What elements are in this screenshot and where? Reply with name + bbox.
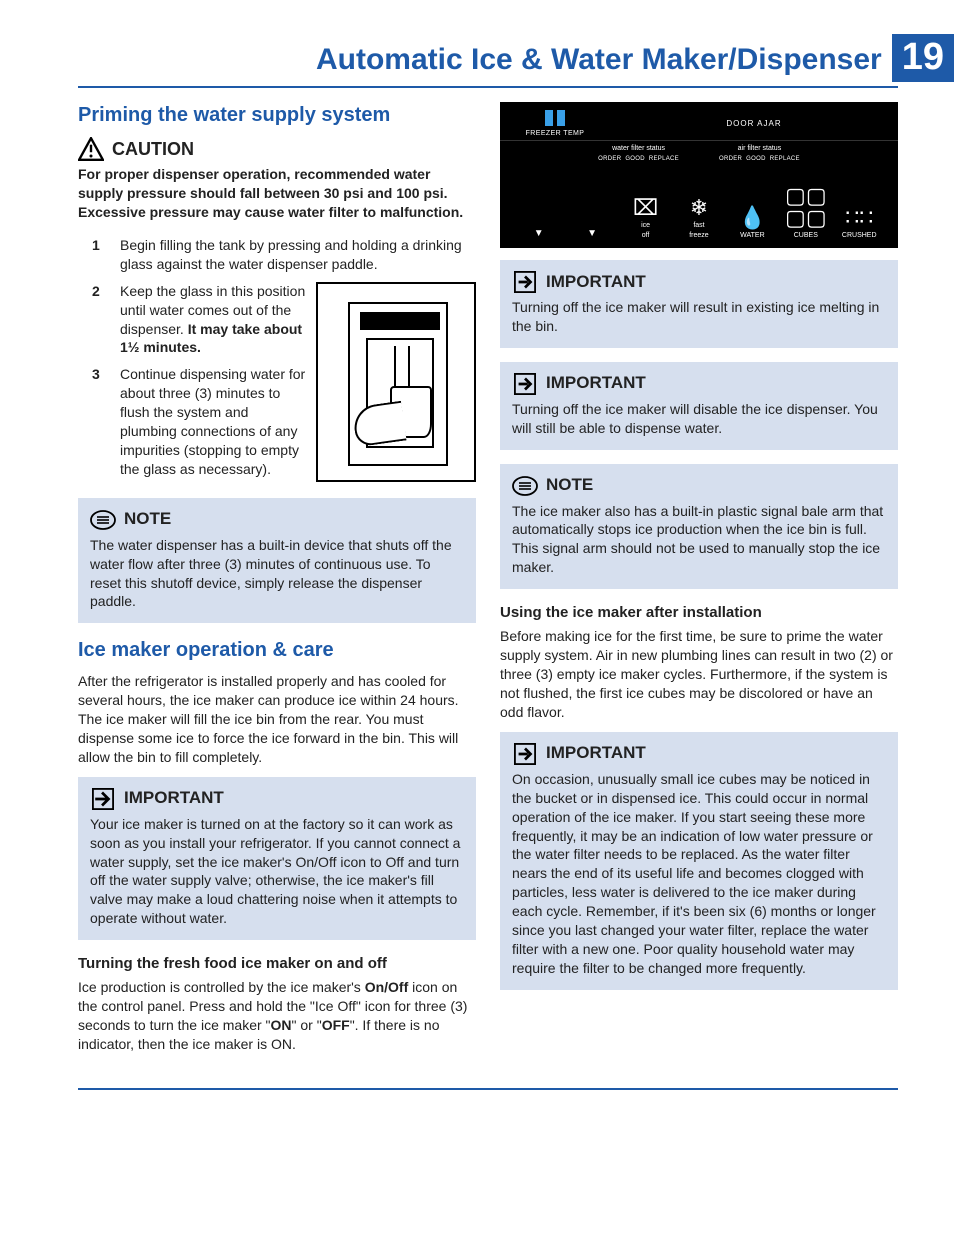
t: off <box>619 231 672 240</box>
arrow-right-icon <box>512 742 538 766</box>
cp-freezer: FREEZER TEMP <box>500 110 610 140</box>
t: ice <box>619 221 672 230</box>
note-icon <box>90 508 116 532</box>
t: CRUSHED <box>833 231 886 240</box>
subheading-using: Using the ice maker after installation <box>500 603 898 623</box>
priming-steps: 1Begin filling the tank by pressing and … <box>78 236 476 479</box>
arrow-right-icon <box>512 372 538 396</box>
page-header: Automatic Ice & Water Maker/Dispenser 19 <box>78 40 898 88</box>
t: freeze <box>672 231 725 240</box>
cp-cubes-icon: ▢▢▢▢CUBES <box>779 185 832 240</box>
cp-fast-freeze-icon: ❄fastfreeze <box>672 197 725 240</box>
heading-priming: Priming the water supply system <box>78 102 476 129</box>
cp-door-ajar: DOOR AJAR <box>610 119 898 140</box>
t: REPLACE <box>770 155 800 163</box>
step-2: 2 Keep the glass in this position until … <box>106 282 476 358</box>
important-box-4: IMPORTANT On occasion, unusually small i… <box>500 732 898 990</box>
t: CUBES <box>779 231 832 240</box>
page-title: Automatic Ice & Water Maker/Dispenser <box>78 40 892 81</box>
cp-afs: air filter status <box>719 144 800 153</box>
subheading-onoff: Turning the fresh food ice maker on and … <box>78 954 476 974</box>
t: ON <box>271 1017 292 1033</box>
important-box-2: IMPORTANT Turning off the ice maker will… <box>500 260 898 348</box>
important-4-body: On occasion, unusually small ice cubes m… <box>512 770 886 978</box>
important-3-body: Turning off the ice maker will disable t… <box>512 400 886 438</box>
footer-rule <box>78 1088 898 1090</box>
cp-crushed-icon: ∷∷CRUSHED <box>833 207 886 240</box>
cp-arrow-down-icon: ▼ <box>565 227 618 241</box>
important-1-body: Your ice maker is turned on at the facto… <box>90 815 464 928</box>
control-panel-figure: FREEZER TEMP DOOR AJAR water filter stat… <box>500 102 898 248</box>
note-box-2: NOTE The ice maker also has a built-in p… <box>500 464 898 590</box>
note-2-body: The ice maker also has a built-in plasti… <box>512 502 886 578</box>
icemaker-intro: After the refrigerator is installed prop… <box>78 672 476 766</box>
note-1-label: NOTE <box>124 508 171 531</box>
cp-filter-row: water filter status ORDER GOOD REPLACE air… <box>500 144 898 164</box>
note-2-label: NOTE <box>546 474 593 497</box>
arrow-right-icon <box>90 787 116 811</box>
page-number: 19 <box>892 34 954 82</box>
t: Ice production is controlled by the ice … <box>78 979 365 995</box>
t: ORDER <box>719 155 742 163</box>
t: WATER <box>726 231 779 240</box>
heading-icemaker: Ice maker operation & care <box>78 637 476 664</box>
important-1-label: IMPORTANT <box>124 787 224 810</box>
important-3-label: IMPORTANT <box>546 372 646 395</box>
t: OFF <box>322 1017 350 1033</box>
important-box-3: IMPORTANT Turning off the ice maker will… <box>500 362 898 450</box>
cp-ice-off-icon: ⌧iceoff <box>619 197 672 240</box>
t: fast <box>672 221 725 230</box>
onoff-body: Ice production is controlled by the ice … <box>78 978 476 1054</box>
t: " or " <box>292 1017 322 1033</box>
left-column: Priming the water supply system CAUTION … <box>78 102 476 1064</box>
caution-label: CAUTION <box>112 137 194 161</box>
warning-triangle-icon <box>78 137 104 161</box>
right-column: FREEZER TEMP DOOR AJAR water filter stat… <box>500 102 898 1064</box>
important-4-label: IMPORTANT <box>546 742 646 765</box>
arrow-right-icon <box>512 270 538 294</box>
using-body: Before making ice for the first time, be… <box>500 627 898 721</box>
cp-water-icon: 💧WATER <box>726 207 779 240</box>
note-icon <box>512 474 538 498</box>
t: REPLACE <box>649 155 679 163</box>
note-1-body: The water dispenser has a built-in devic… <box>90 536 464 612</box>
caution-header: CAUTION <box>78 137 476 161</box>
step-1-text: Begin filling the tank by pressing and h… <box>120 237 462 272</box>
important-box-1: IMPORTANT Your ice maker is turned on at… <box>78 777 476 940</box>
step-1: 1Begin filling the tank by pressing and … <box>106 236 476 274</box>
t: GOOD <box>625 155 645 163</box>
step-3: 3Continue dispensing water for about thr… <box>106 365 476 478</box>
cp-freezer-label: FREEZER TEMP <box>500 129 610 138</box>
step-3-text: Continue dispensing water for about thre… <box>120 366 305 476</box>
t: ORDER <box>598 155 621 163</box>
note-box-1: NOTE The water dispenser has a built-in … <box>78 498 476 624</box>
cp-wfs: water filter status <box>598 144 679 153</box>
t: On/Off <box>365 979 409 995</box>
important-2-label: IMPORTANT <box>546 271 646 294</box>
important-2-body: Turning off the ice maker will result in… <box>512 298 886 336</box>
cp-arrow-down-icon: ▼ <box>512 227 565 241</box>
caution-body: For proper dispenser operation, recommen… <box>78 165 476 222</box>
t: GOOD <box>746 155 766 163</box>
